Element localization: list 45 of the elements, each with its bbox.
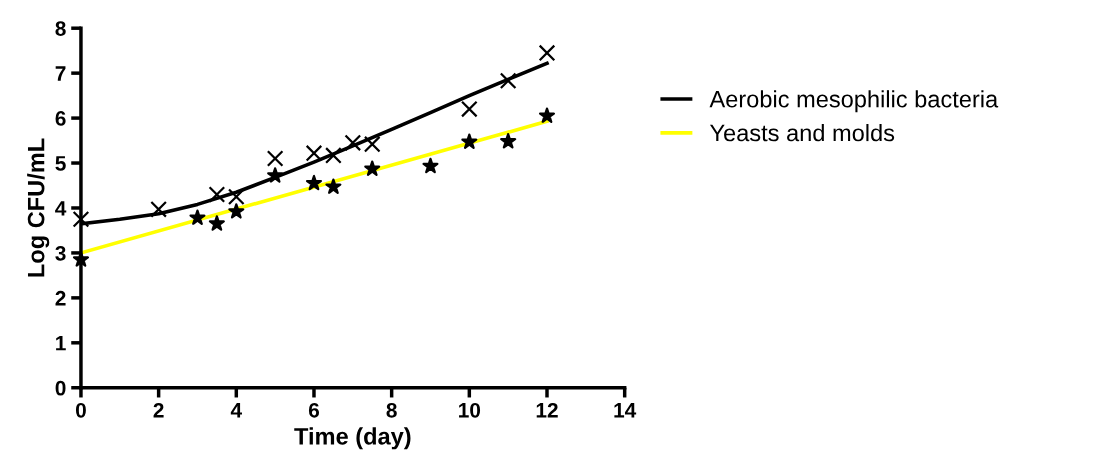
point: [500, 133, 517, 149]
point: [325, 178, 342, 194]
point: [305, 174, 323, 191]
point: [150, 200, 168, 218]
point: [538, 44, 556, 62]
point: [267, 167, 284, 183]
y-tick-label: 4: [55, 201, 67, 216]
x-tick-label: 0: [75, 402, 86, 418]
y-tick-label: 8: [55, 21, 66, 36]
x-tick-label: 8: [386, 402, 397, 418]
point: [460, 100, 478, 118]
x-tick-label: 12: [536, 402, 558, 418]
y-axis-title: Log CFU/mL: [27, 138, 50, 277]
y-tick-label: 7: [55, 66, 66, 81]
x-tick-label: 14: [614, 403, 637, 418]
point: [364, 160, 381, 176]
y-tick-label: 6: [55, 111, 66, 126]
point: [538, 107, 556, 123]
y-tick-label: 5: [55, 156, 66, 171]
y-tick-label: 0: [55, 380, 66, 396]
point: [344, 134, 362, 152]
point: [266, 150, 284, 167]
point: [363, 135, 381, 153]
point: [499, 72, 517, 90]
legend-label: Yeasts and molds: [709, 123, 895, 142]
point: [305, 144, 323, 162]
x-axis-title: Time (day): [294, 427, 411, 450]
point: [228, 203, 245, 219]
point: [325, 147, 342, 164]
x-tick-label: 4: [230, 403, 242, 418]
point: [422, 157, 439, 174]
y-tick-label: 2: [55, 290, 66, 306]
point: [208, 215, 225, 231]
point: [72, 251, 89, 267]
point: [227, 188, 245, 206]
point: [189, 209, 206, 225]
point: [72, 210, 90, 228]
legend-label: Aerobic mesophilic bacteria: [709, 90, 999, 113]
y-tick-label: 1: [56, 336, 66, 351]
x-tick-label: 10: [459, 402, 481, 418]
point: [208, 186, 226, 203]
x-tick-label: 2: [153, 402, 164, 418]
point: [461, 133, 478, 149]
x-tick-label: 6: [308, 402, 320, 418]
y-tick-label: 3: [55, 245, 66, 261]
